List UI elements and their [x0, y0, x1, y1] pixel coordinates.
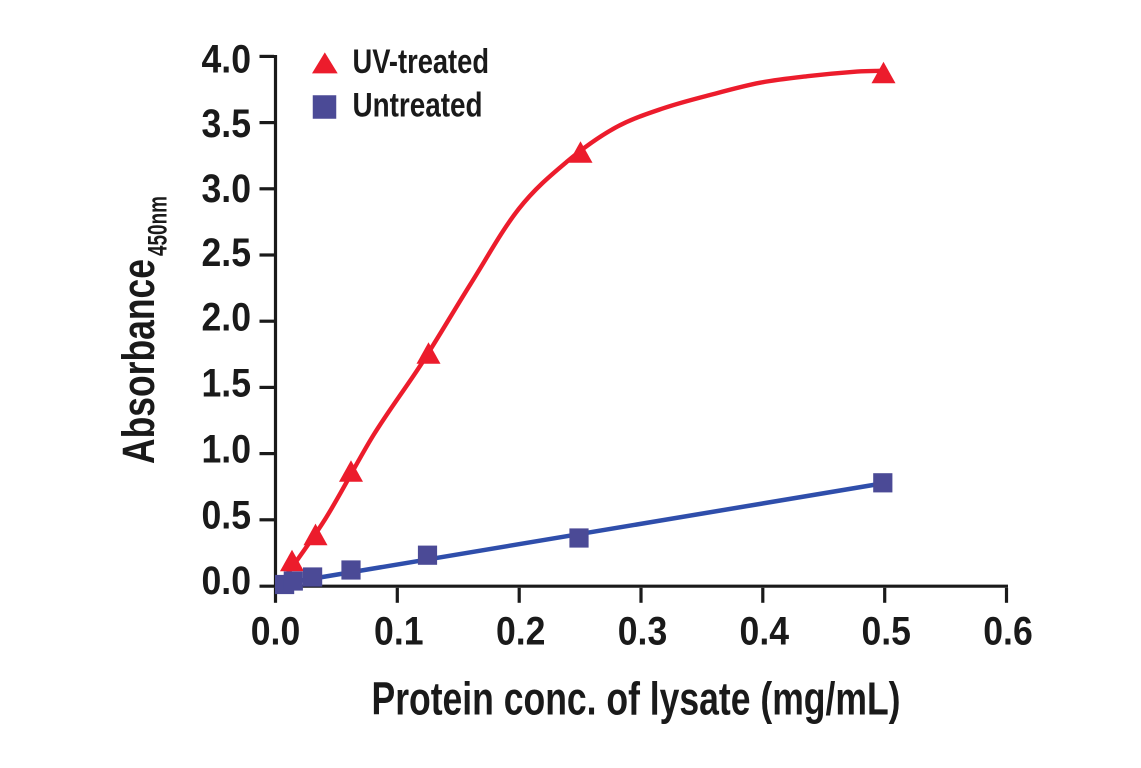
svg-text:3.5: 3.5	[202, 102, 252, 146]
svg-text:0.1: 0.1	[374, 609, 424, 653]
svg-text:1.0: 1.0	[202, 427, 252, 471]
svg-text:3.0: 3.0	[202, 167, 252, 211]
svg-text:0.5: 0.5	[202, 493, 252, 537]
svg-text:2.5: 2.5	[202, 231, 252, 275]
svg-text:Untreated: Untreated	[353, 87, 483, 125]
svg-text:0.2: 0.2	[496, 609, 546, 653]
svg-text:0.0: 0.0	[251, 609, 301, 653]
svg-text:0.3: 0.3	[618, 609, 668, 653]
svg-text:Protein conc. of lysate (mg/mL: Protein conc. of lysate (mg/mL)	[372, 673, 901, 725]
svg-text:0.5: 0.5	[861, 609, 911, 653]
svg-text:UV-treated: UV-treated	[353, 43, 490, 81]
svg-text:Absorbance: Absorbance	[113, 259, 164, 464]
svg-text:1.5: 1.5	[202, 362, 252, 406]
svg-text:0.0: 0.0	[202, 559, 252, 603]
svg-text:4.0: 4.0	[202, 37, 252, 81]
svg-text:0.4: 0.4	[740, 609, 790, 653]
svg-text:2.0: 2.0	[202, 296, 252, 340]
svg-text:0.6: 0.6	[983, 609, 1033, 653]
svg-text:450nm: 450nm	[143, 196, 173, 256]
